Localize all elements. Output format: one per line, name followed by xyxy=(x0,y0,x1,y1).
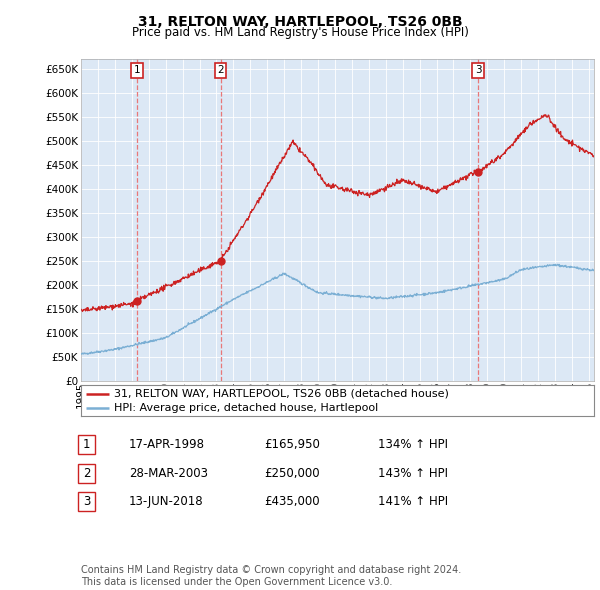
Text: 2: 2 xyxy=(83,467,90,480)
Text: HPI: Average price, detached house, Hartlepool: HPI: Average price, detached house, Hart… xyxy=(115,404,379,413)
Text: 3: 3 xyxy=(83,495,90,508)
Text: 13-JUN-2018: 13-JUN-2018 xyxy=(129,495,203,508)
Text: 141% ↑ HPI: 141% ↑ HPI xyxy=(378,495,448,508)
Text: £435,000: £435,000 xyxy=(264,495,320,508)
Text: 31, RELTON WAY, HARTLEPOOL, TS26 0BB: 31, RELTON WAY, HARTLEPOOL, TS26 0BB xyxy=(137,15,463,29)
Text: £165,950: £165,950 xyxy=(264,438,320,451)
Text: 134% ↑ HPI: 134% ↑ HPI xyxy=(378,438,448,451)
Text: 28-MAR-2003: 28-MAR-2003 xyxy=(129,467,208,480)
Text: 17-APR-1998: 17-APR-1998 xyxy=(129,438,205,451)
Text: Price paid vs. HM Land Registry's House Price Index (HPI): Price paid vs. HM Land Registry's House … xyxy=(131,26,469,39)
Text: 143% ↑ HPI: 143% ↑ HPI xyxy=(378,467,448,480)
Text: 1: 1 xyxy=(134,65,140,76)
Text: 2: 2 xyxy=(217,65,224,76)
Text: 3: 3 xyxy=(475,65,481,76)
Text: 31, RELTON WAY, HARTLEPOOL, TS26 0BB (detached house): 31, RELTON WAY, HARTLEPOOL, TS26 0BB (de… xyxy=(115,389,449,399)
Text: £250,000: £250,000 xyxy=(264,467,320,480)
Text: Contains HM Land Registry data © Crown copyright and database right 2024.
This d: Contains HM Land Registry data © Crown c… xyxy=(81,565,461,587)
Text: 1: 1 xyxy=(83,438,90,451)
